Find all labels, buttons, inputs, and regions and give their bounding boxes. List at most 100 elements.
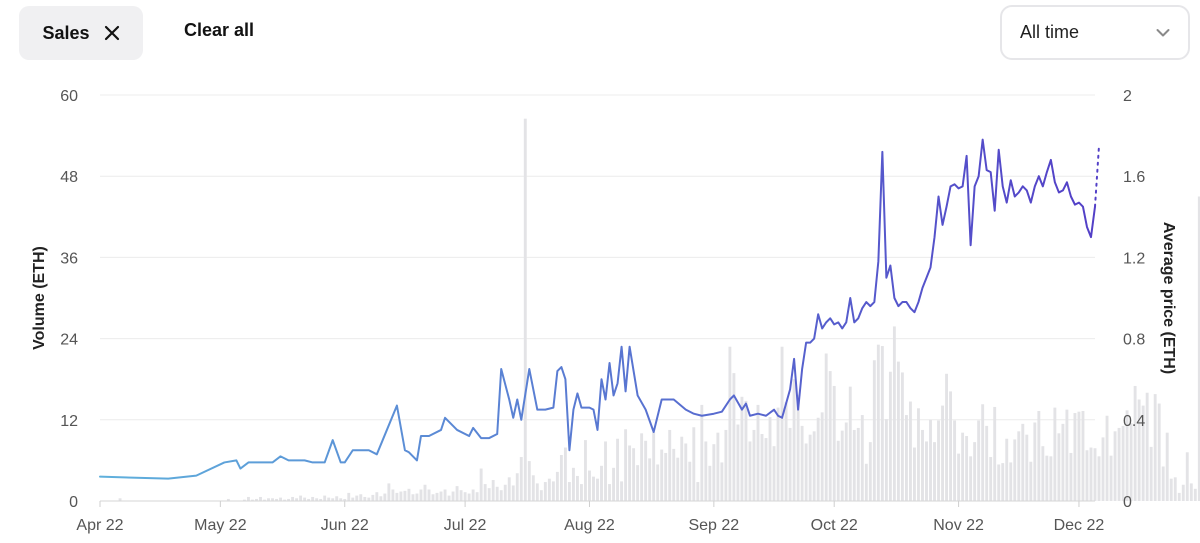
volume-bar [800,425,804,501]
volume-bar [226,498,230,501]
volume-bar [588,470,591,501]
volume-bar [503,484,507,501]
volume-bar [495,486,499,501]
filter-toolbar: Sales Clear all All time [0,0,1200,70]
volume-bar [600,465,603,501]
volume-bar [692,427,696,501]
volume-bar [880,346,884,501]
close-icon[interactable] [104,25,120,41]
volume-bar [415,493,419,501]
volume-bar [832,385,836,501]
volume-bar [604,441,607,501]
volume-bar [411,494,415,501]
volume-bar [555,471,559,501]
volume-bar [395,492,399,501]
volume-bar [744,400,748,501]
volume-bar [740,396,744,501]
volume-bar [511,485,515,501]
volume-bar [824,353,828,501]
volume-bar [804,443,808,501]
volume-bar [888,371,892,501]
volume-bar [580,484,583,501]
volume-bar [519,457,523,501]
volume-bar [527,461,531,501]
volume-bar [668,429,672,501]
volume-bar [315,498,319,501]
average-price-line [99,138,1096,480]
volume-bar [543,482,547,501]
volume-bar [1037,411,1041,501]
volume-bar [363,496,367,501]
volume-bar [732,373,736,501]
volume-bar [1133,385,1137,501]
volume-bar [242,499,246,501]
volume-bar [925,441,928,501]
volume-bar [339,498,343,501]
volume-bar [1105,415,1109,501]
volume-bar [507,477,511,501]
volume-bar [688,461,692,501]
volume-bar [736,424,740,501]
volume-bar [1049,456,1053,501]
volume-bar [672,448,676,501]
volume-bar [118,498,122,501]
volume-bar [1181,484,1185,501]
volume-bar [1117,427,1121,501]
volume-bar [1169,478,1173,501]
volume-bar [1009,462,1013,501]
volume-bar [844,422,848,501]
volume-bar [876,344,880,501]
volume-bar [559,454,563,501]
volume-bar [592,476,595,501]
y-left-tick-label: 24 [60,332,78,349]
volume-bar [531,475,535,501]
volume-bar [1157,403,1161,501]
volume-bar [335,496,339,501]
volume-bar [1197,196,1200,501]
volume-bar [351,497,355,501]
volume-bar [913,447,916,501]
y-right-axis-title: Average price (ETH) [1160,222,1177,374]
volume-bar [664,452,668,501]
volume-bar [764,438,768,501]
volume-bar [343,498,347,501]
volume-bar [295,498,299,501]
volume-bar [271,498,274,501]
volume-bar [475,492,479,501]
volume-bar [455,486,459,501]
volume-bar [1001,463,1005,501]
volume-bar [937,420,940,501]
volume-bar [347,492,351,501]
x-tick-label: Nov 22 [933,517,984,534]
volume-bar [989,457,993,501]
volume-bar [1081,411,1085,501]
volume-bar [1161,466,1165,501]
volume-bar [375,492,379,501]
volume-bar [523,118,527,502]
volume-bar [571,467,575,501]
y-left-axis-title: Volume (ETH) [31,246,48,350]
volume-bar [620,481,624,501]
clear-all-button[interactable]: Clear all [184,20,255,40]
volume-bar [447,495,451,501]
time-range-select[interactable]: All time [1000,5,1190,60]
volume-bar [748,441,752,501]
volume-bar [652,431,656,501]
volume-bar [535,483,539,501]
volume-bar [1141,405,1145,501]
volume-bar [279,497,282,501]
volume-bar [479,468,483,501]
volume-bar [624,429,628,501]
volume-bar [1073,413,1077,501]
volume-bar [515,473,519,501]
x-tick-label: Apr 22 [76,517,123,534]
volume-bar [491,480,495,501]
volume-bar [872,360,876,501]
volume-bar [616,438,620,501]
volume-bar [704,441,708,501]
volume-bar [407,488,411,501]
volume-bar [303,497,307,501]
volume-bar [784,402,788,501]
volume-bar [840,430,844,501]
sales-filter-chip[interactable]: Sales [19,6,143,60]
